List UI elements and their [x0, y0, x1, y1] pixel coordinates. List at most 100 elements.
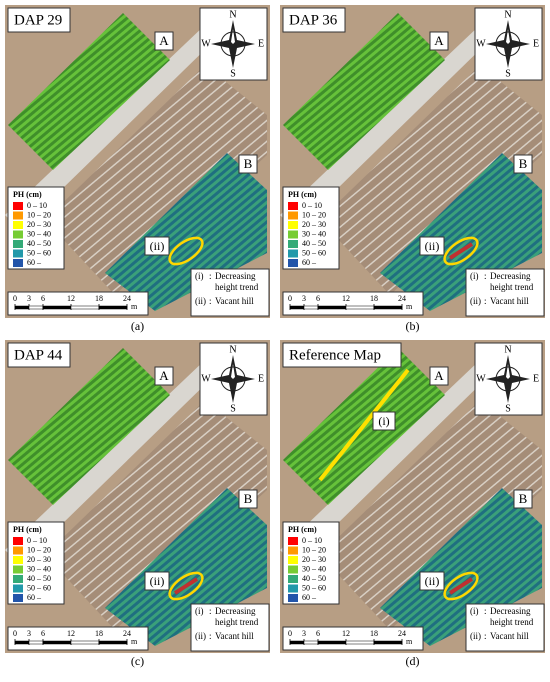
panel-title: DAP 29 [14, 12, 62, 28]
scale-label: 18 [95, 294, 103, 303]
vacant-ellipse [168, 571, 204, 601]
scale-label: 18 [95, 629, 103, 638]
field-label: B [244, 491, 253, 506]
legend-label: 40 – 50 [302, 574, 326, 583]
scale-label: 3 [27, 629, 31, 638]
legend-swatch [288, 584, 298, 593]
legend-label: 10 – 20 [27, 545, 51, 554]
scale-segment [28, 305, 44, 310]
scale-label: 6 [41, 294, 45, 303]
compass-s: S [505, 403, 511, 414]
compass-ring [220, 366, 246, 392]
note-key: (ii) [195, 296, 206, 306]
panel-caption: (d) [406, 654, 420, 668]
legend-label: 0 – 10 [27, 536, 47, 545]
legend-label: 60 – [302, 258, 317, 267]
panel-caption: (a) [131, 319, 144, 333]
legend-swatch [13, 565, 23, 574]
vacant-hill [448, 242, 474, 260]
scale-segment [42, 305, 72, 310]
legend-swatch [288, 202, 298, 210]
label-box [513, 154, 533, 174]
note-sep: : [209, 606, 212, 616]
title-box [7, 7, 71, 33]
soil-plots [320, 400, 542, 630]
scale-segment [317, 305, 347, 310]
field-a [283, 13, 445, 170]
legend-swatch [13, 259, 23, 267]
scale-segment [303, 640, 319, 645]
scale-label: 24 [398, 294, 406, 303]
compass-e: E [258, 38, 264, 49]
compass-s: S [505, 68, 511, 79]
scale-segment [98, 305, 128, 310]
legend-label: 60 – [27, 258, 42, 267]
road [5, 25, 220, 230]
legend-swatch [288, 211, 298, 220]
label-box [144, 236, 170, 256]
note-sep: : [209, 631, 212, 641]
compass-w: W [201, 38, 211, 49]
compass-ring [495, 31, 521, 57]
note-text: Decreasing [215, 271, 256, 281]
soil-plots [45, 400, 267, 630]
note-text: height trend [215, 617, 259, 627]
note-key: (i) [195, 271, 204, 281]
scale-segment [289, 640, 305, 645]
compass-star-inner [231, 29, 235, 44]
compass-ring [220, 31, 246, 57]
road [5, 360, 220, 565]
compass-n: N [229, 9, 236, 20]
scale-segment [303, 305, 319, 310]
trend-label: (i) [378, 414, 389, 428]
note-sep: : [209, 296, 212, 306]
legend-label: 20 – 30 [302, 220, 326, 229]
legend-swatch [288, 565, 298, 574]
note-key: (ii) [470, 631, 481, 641]
compass-w: W [201, 373, 211, 384]
legend-label: 10 – 20 [302, 210, 326, 219]
scale-label: 0 [13, 629, 17, 638]
legend-label: 20 – 30 [27, 220, 51, 229]
note-sep: : [484, 631, 487, 641]
legend-title: PH (cm) [13, 525, 42, 534]
scale-unit: m [406, 637, 413, 646]
note-text: Vacant hill [215, 296, 254, 306]
notes-box [190, 603, 270, 652]
field-label: A [159, 368, 169, 383]
compass-w: W [476, 38, 486, 49]
label-box [513, 489, 533, 509]
scale-label: 12 [67, 294, 75, 303]
compass-n: N [504, 9, 511, 20]
notes-box [465, 603, 545, 652]
legend-label: 60 – [27, 593, 42, 602]
legend-swatch [288, 221, 298, 229]
note-key: (i) [470, 606, 479, 616]
compass-w: W [476, 373, 486, 384]
compass-e: E [258, 373, 264, 384]
soil-plots [45, 65, 267, 295]
vacant-label: (ii) [425, 239, 440, 253]
legend-label: 10 – 20 [27, 210, 51, 219]
scale-label: 3 [27, 294, 31, 303]
legend-swatch [288, 575, 298, 583]
legend-label: 40 – 50 [27, 239, 51, 248]
scale-segment [28, 640, 44, 645]
legend-label: 50 – 60 [302, 583, 326, 592]
label-box [419, 571, 445, 591]
scale-label: 24 [123, 294, 131, 303]
note-text: Vacant hill [490, 296, 529, 306]
note-text: height trend [490, 617, 534, 627]
scale-label: 3 [302, 629, 306, 638]
compass-star-inner [506, 364, 510, 379]
field-label: B [519, 491, 528, 506]
legend-label: 60 – [302, 593, 317, 602]
note-sep: : [484, 296, 487, 306]
legend-swatch [13, 575, 23, 583]
scale-segment [70, 305, 100, 310]
compass-n: N [229, 344, 236, 355]
note-sep: : [484, 606, 487, 616]
vacant-ellipse [443, 236, 479, 266]
